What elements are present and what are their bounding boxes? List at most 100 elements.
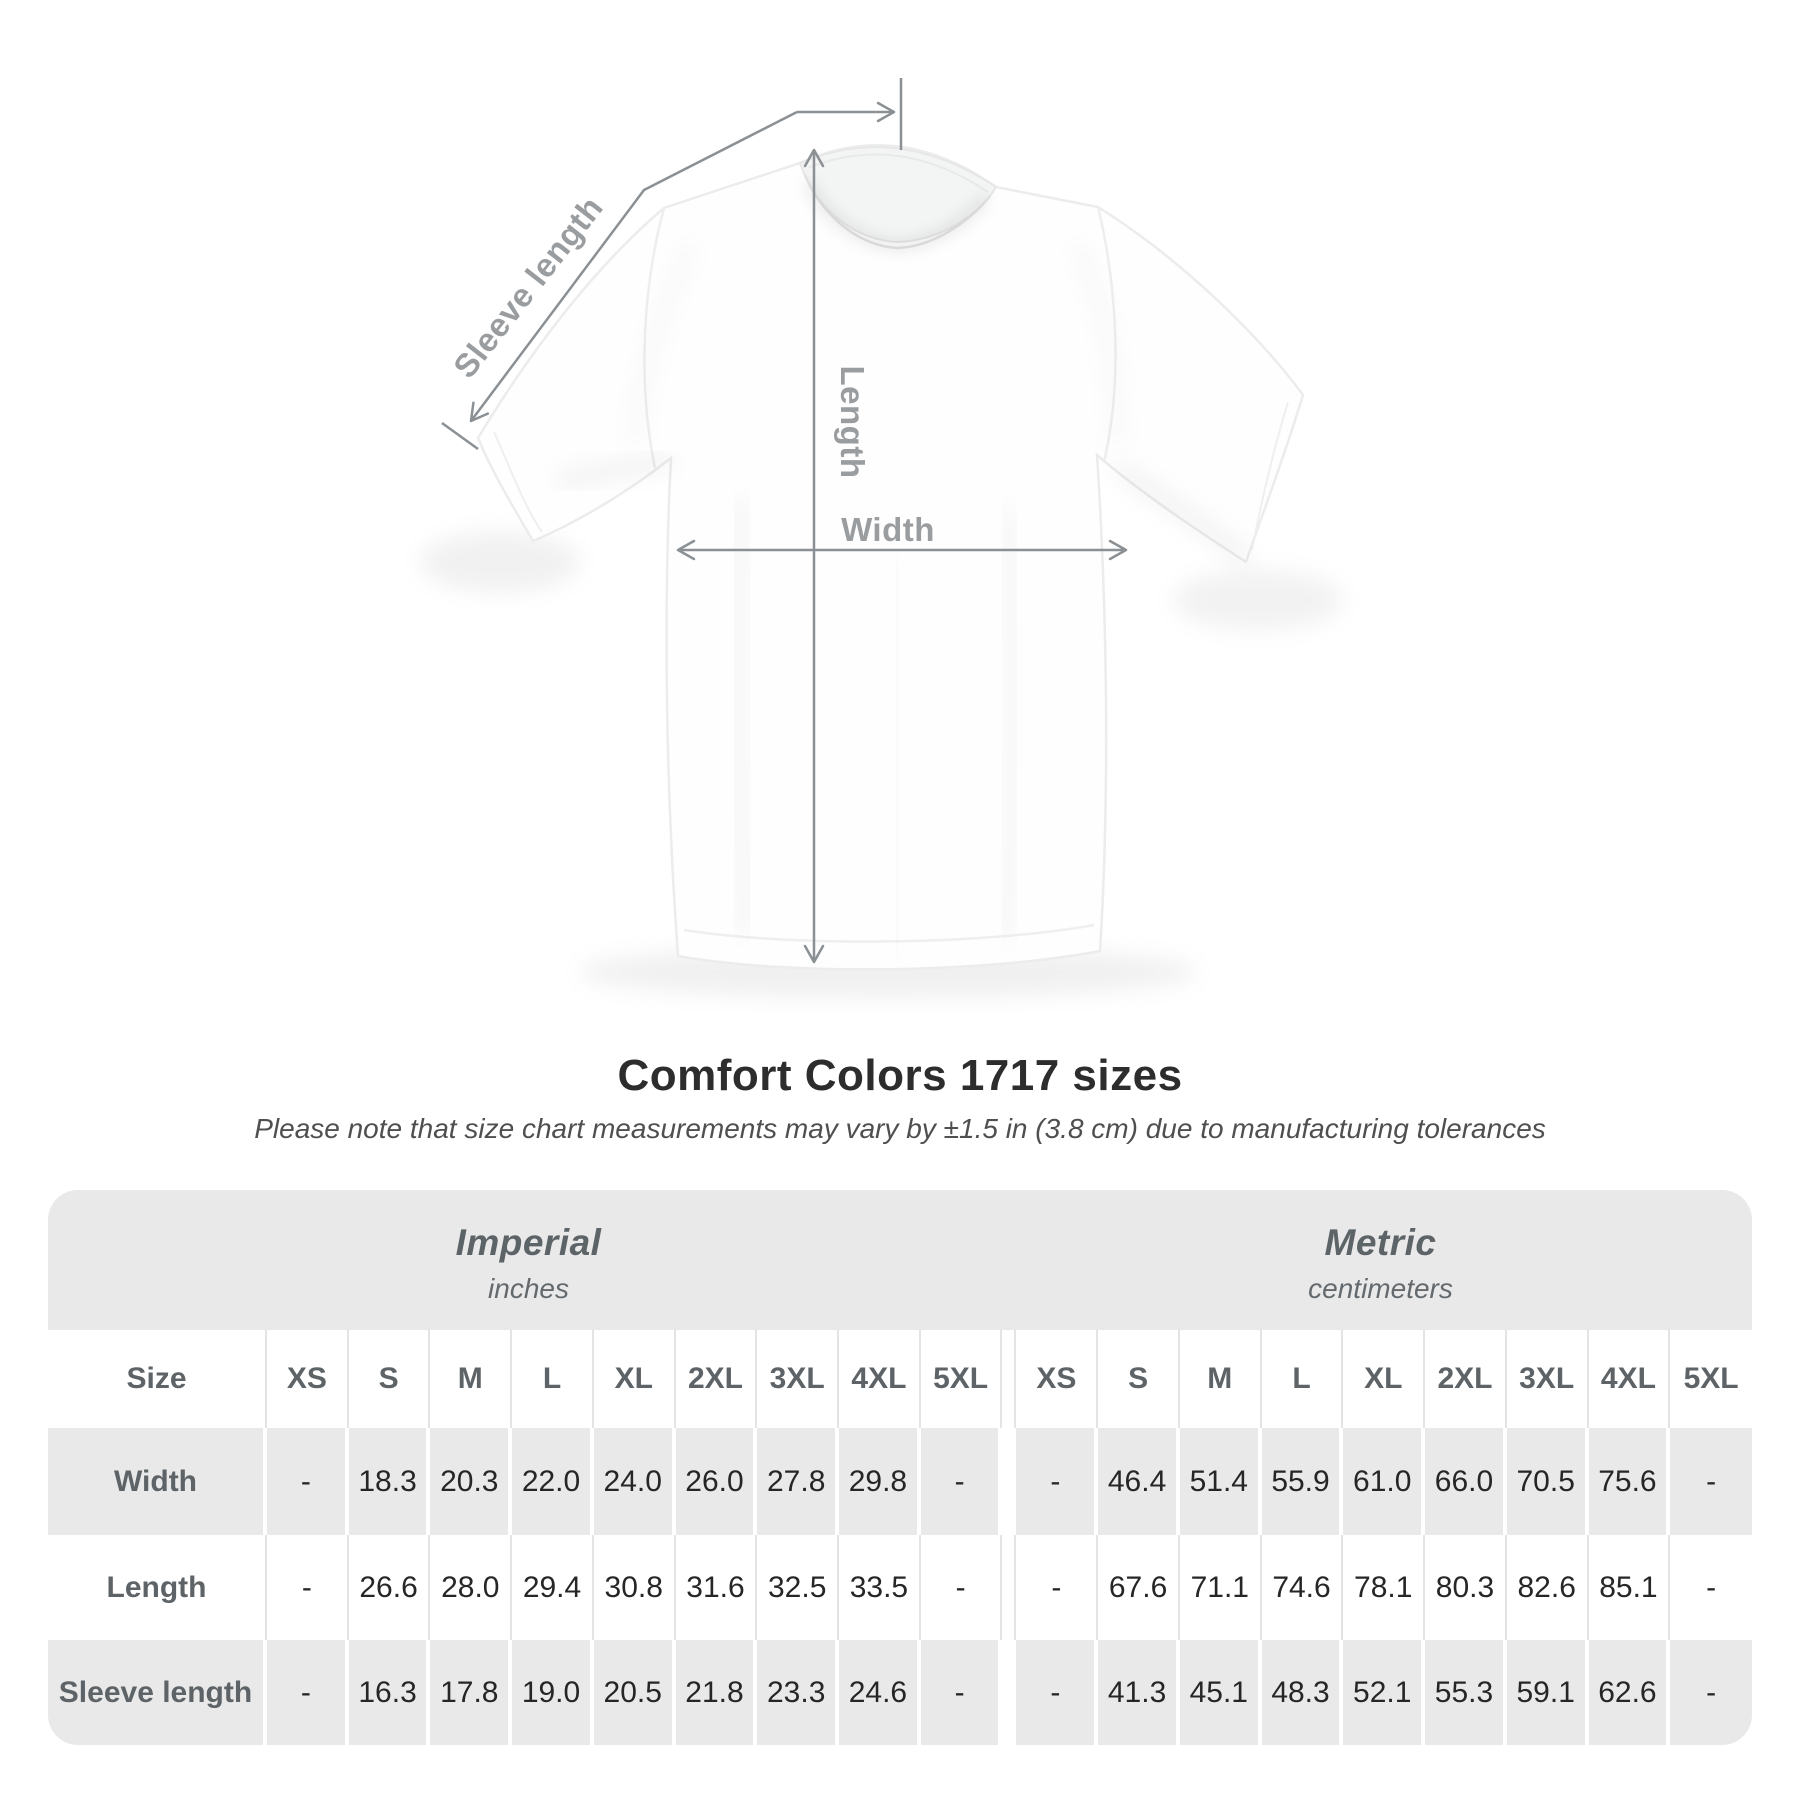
value-cell: - [1670, 1428, 1752, 1535]
col-header-imperial-2XL: 2XL [676, 1330, 758, 1428]
width-label: Width [841, 511, 935, 548]
value-cell: 61.0 [1343, 1428, 1426, 1535]
value-cell: - [920, 1428, 1003, 1535]
value-cell: 52.1 [1343, 1640, 1426, 1745]
imperial-subtitle: inches [488, 1272, 569, 1304]
value-cell: 51.4 [1179, 1428, 1262, 1535]
col-header-imperial-4XL: 4XL [839, 1330, 921, 1428]
value-cell: 26.6 [349, 1535, 431, 1640]
table-row: Length -26.6 28.0 29.4 30.8 31.6 32.5 33.5- -67.… [48, 1535, 1752, 1640]
value-cell: - [267, 1428, 349, 1535]
value-cell: 71.1 [1180, 1535, 1262, 1640]
right-cuff-seam [1251, 401, 1289, 551]
col-header-metric-5XL: 5XL [1683, 1362, 1739, 1395]
value-cell: 17.8 [430, 1640, 513, 1745]
value-cell: 78.1 [1343, 1535, 1426, 1640]
metric-title: Metric [1324, 1221, 1437, 1263]
col-header-metric-2XL: 2XL [1425, 1330, 1507, 1428]
col-header-metric-XS: XS [1016, 1330, 1099, 1428]
under-collar-shadow [803, 179, 990, 252]
collar-back-seam [807, 153, 989, 193]
page-title: Comfort Colors 1717 sizes [617, 1051, 1183, 1100]
value-cell: - [1670, 1640, 1752, 1745]
col-header-imperial-5XL: 5XL [921, 1330, 1003, 1428]
col-header-metric-L: L [1262, 1330, 1344, 1428]
tshirt-outline [476, 143, 1305, 971]
left-armhole-seam [643, 207, 666, 469]
value-cell: 27.8 [757, 1428, 840, 1535]
value-cell: 20.5 [593, 1640, 676, 1745]
value-cell: 62.6 [1588, 1640, 1671, 1745]
col-header-imperial-L: L [512, 1330, 594, 1428]
value-cell: 82.6 [1507, 1535, 1589, 1640]
column-divider [1002, 1535, 1017, 1640]
col-header-metric-4XL: 4XL [1589, 1330, 1671, 1428]
value-cell: 32.5 [757, 1535, 840, 1640]
value-cell: - [1706, 1570, 1717, 1604]
value-cell: 67.6 [1098, 1535, 1180, 1640]
column-divider [1002, 1330, 1017, 1428]
table-row: Sleeve length -16.3 17.8 19.0 20.5 21.8 23.3 24… [48, 1640, 1752, 1745]
value-cell: 48.3 [1261, 1640, 1344, 1745]
value-cell: 80.3 [1425, 1535, 1507, 1640]
value-cell: 20.3 [430, 1428, 513, 1535]
value-cell: - [1016, 1428, 1099, 1535]
value-cell: 18.3 [348, 1428, 431, 1535]
value-cell: 66.0 [1425, 1428, 1507, 1535]
value-cell: 55.9 [1261, 1428, 1344, 1535]
value-cell: - [267, 1535, 349, 1640]
col-header-imperial-M: M [430, 1330, 513, 1428]
measurement-annotations [441, 78, 1128, 964]
value-cell: 30.8 [594, 1535, 676, 1640]
cuff-tick [441, 421, 479, 451]
value-cell: 74.6 [1262, 1535, 1344, 1640]
table-row: Size XS S M L XL 2XL 3XL 4XL 5XL XS S M L XL 2XL 3XL 4XL 5… [48, 1330, 1752, 1428]
col-header-metric-3XL: 3XL [1507, 1330, 1589, 1428]
value-cell: 59.1 [1506, 1640, 1589, 1745]
value-cell: 75.6 [1588, 1428, 1671, 1535]
value-cell: - [1016, 1535, 1099, 1640]
value-cell: - [920, 1640, 1003, 1745]
value-cell: 24.0 [593, 1428, 676, 1535]
col-header-imperial-3XL: 3XL [757, 1330, 840, 1428]
metric-subtitle: centimeters [1308, 1272, 1453, 1304]
row-label: Sleeve length [48, 1640, 267, 1745]
value-cell: - [921, 1535, 1003, 1640]
value-cell: 31.6 [676, 1535, 758, 1640]
value-cell: 21.8 [675, 1640, 758, 1745]
size-table: Imperial inches Metric centimeters Size X… [48, 1190, 1752, 1745]
sleeve-length-arrow [441, 78, 903, 451]
value-cell: 16.3 [348, 1640, 431, 1745]
row-label: Width [48, 1428, 267, 1535]
value-cell: 45.1 [1179, 1640, 1262, 1745]
col-header-imperial-XL: XL [594, 1330, 676, 1428]
value-cell: 46.4 [1098, 1428, 1180, 1535]
column-divider [1002, 1428, 1017, 1535]
row-label: Length [48, 1535, 267, 1640]
imperial-header-group: Imperial inches [48, 1190, 1009, 1330]
size-diagram: Sleeve length Length Width [420, 78, 1343, 998]
tshirt-shape [476, 143, 1305, 971]
value-cell: 23.3 [757, 1640, 840, 1745]
column-divider [1002, 1640, 1017, 1745]
imperial-title: Imperial [455, 1221, 602, 1263]
page-subtitle: Please note that size chart measurements… [254, 1113, 1546, 1144]
value-cell: 85.1 [1589, 1535, 1671, 1640]
col-header-metric-M: M [1180, 1330, 1262, 1428]
value-cell: 29.8 [839, 1428, 921, 1535]
unit-header-band: Imperial inches Metric centimeters [48, 1190, 1752, 1330]
col-header-metric-XL: XL [1343, 1330, 1426, 1428]
size-table-body: Size XS S M L XL 2XL 3XL 4XL 5XL XS S M L XL 2XL 3XL 4XL 5… [48, 1330, 1752, 1745]
value-cell: 22.0 [512, 1428, 594, 1535]
value-cell: 26.0 [675, 1428, 758, 1535]
value-cell: - [1016, 1640, 1099, 1745]
value-cell: 19.0 [512, 1640, 594, 1745]
right-armhole-seam [1096, 206, 1117, 463]
value-cell: 24.6 [839, 1640, 921, 1745]
value-cell: - [267, 1640, 349, 1745]
left-cuff-seam [493, 431, 543, 533]
value-cell: 28.0 [430, 1535, 513, 1640]
value-cell: 33.5 [839, 1535, 921, 1640]
col-header-size: Size [48, 1330, 267, 1428]
value-cell: 29.4 [512, 1535, 594, 1640]
